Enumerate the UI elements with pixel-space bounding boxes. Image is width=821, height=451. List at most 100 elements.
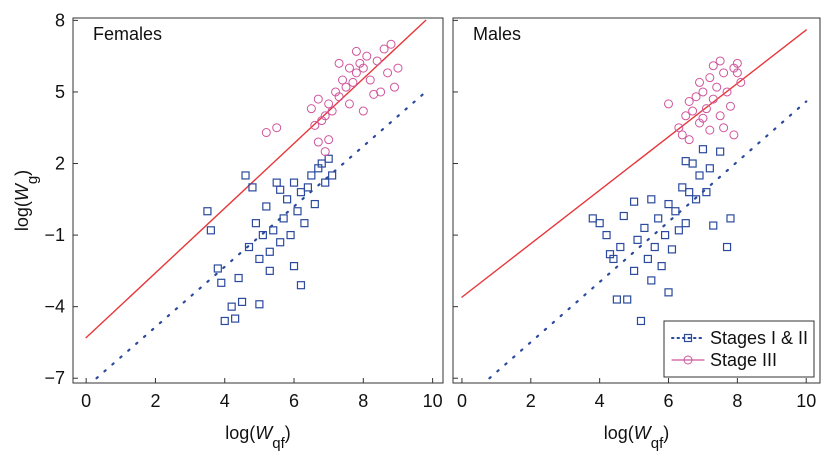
square-marker [685, 188, 694, 197]
label-part: W [255, 423, 274, 443]
circle-marker [320, 147, 330, 157]
circle-marker [344, 63, 354, 73]
circle-marker [698, 87, 708, 97]
circle-marker [389, 82, 399, 92]
label-part: ) [663, 423, 669, 443]
square-marker [722, 242, 732, 252]
circle-marker [719, 123, 729, 133]
legend-label: Stage III [710, 350, 777, 370]
label-part: ) [285, 423, 291, 443]
square-marker [664, 199, 673, 209]
square-marker [272, 178, 281, 187]
square-marker [328, 171, 337, 180]
square-marker [307, 171, 316, 180]
square-marker [709, 221, 718, 230]
fit-line [461, 29, 807, 298]
x-tick-label: 6 [664, 391, 674, 411]
circle-marker [674, 123, 684, 133]
square-marker [726, 214, 735, 223]
circle-marker [344, 99, 354, 109]
circle-marker [712, 82, 722, 92]
square-marker [289, 178, 299, 187]
y-tick-label: −4 [44, 297, 65, 317]
square-marker [255, 254, 264, 264]
circle-marker [695, 77, 705, 87]
circle-marker [324, 99, 334, 109]
square-marker [636, 316, 646, 326]
square-marker [269, 226, 278, 235]
square-marker [251, 219, 261, 228]
square-marker [612, 295, 621, 304]
square-marker [674, 226, 683, 235]
square-marker [640, 223, 649, 233]
square-marker [671, 207, 680, 216]
axis-label: log(Wqf) [225, 423, 291, 451]
square-marker [213, 264, 222, 273]
circle-marker [317, 116, 327, 126]
circle-marker [725, 101, 735, 111]
square-marker [206, 226, 215, 235]
square-marker [258, 230, 267, 240]
square-marker [217, 278, 226, 287]
x-tick-label: 0 [81, 391, 91, 411]
circle-marker [664, 99, 674, 109]
square-marker [605, 250, 615, 259]
y-tick-label: −7 [44, 368, 65, 388]
circle-marker [313, 94, 323, 104]
circle-marker [705, 125, 715, 135]
circle-marker [261, 128, 271, 138]
x-tick-label: 4 [220, 391, 230, 411]
circle-marker [732, 68, 742, 78]
circle-marker [729, 130, 739, 140]
square-marker [616, 242, 625, 252]
square-marker [265, 247, 274, 256]
square-marker [629, 197, 639, 206]
square-marker [681, 219, 690, 228]
square-marker [657, 262, 666, 271]
circle-marker [306, 104, 316, 114]
square-marker [716, 147, 725, 156]
square-marker [623, 295, 632, 304]
square-marker [643, 254, 652, 264]
square-marker [276, 185, 285, 194]
circle-marker [719, 68, 729, 78]
circle-marker [310, 120, 320, 130]
x-tick-label: 10 [423, 391, 443, 411]
x-tick-label: 0 [457, 391, 467, 411]
circle-marker [351, 68, 361, 78]
square-marker [691, 195, 701, 204]
circle-marker [695, 118, 705, 128]
square-marker [283, 195, 292, 204]
circle-marker [722, 87, 732, 97]
circle-marker [365, 75, 375, 85]
circle-marker [379, 44, 389, 54]
square-marker [588, 214, 597, 223]
circle-marker [701, 104, 711, 114]
x-tick-label: 2 [526, 391, 536, 411]
square-marker [678, 183, 687, 192]
square-marker [296, 188, 306, 197]
circle-marker [383, 68, 393, 78]
square-marker [654, 214, 663, 223]
legend-box [663, 320, 815, 378]
circle-marker [386, 39, 396, 49]
circle-marker [327, 106, 337, 116]
circle-marker [362, 51, 372, 61]
square-marker [619, 211, 628, 221]
square-marker [237, 297, 247, 306]
square-marker [595, 219, 604, 228]
plot-frame [72, 17, 444, 384]
square-marker [650, 242, 659, 252]
circle-marker [341, 82, 351, 92]
y-tick-label: 2 [55, 154, 65, 174]
label-part: g [24, 176, 41, 184]
square-marker [660, 230, 670, 240]
square-marker [231, 314, 240, 323]
circle-marker [334, 92, 344, 102]
square-marker [698, 145, 708, 154]
label-part: W [12, 182, 32, 201]
circle-marker [698, 113, 708, 123]
y-tick-label: 8 [55, 10, 65, 30]
square-marker [286, 230, 295, 240]
square-marker [220, 316, 229, 326]
